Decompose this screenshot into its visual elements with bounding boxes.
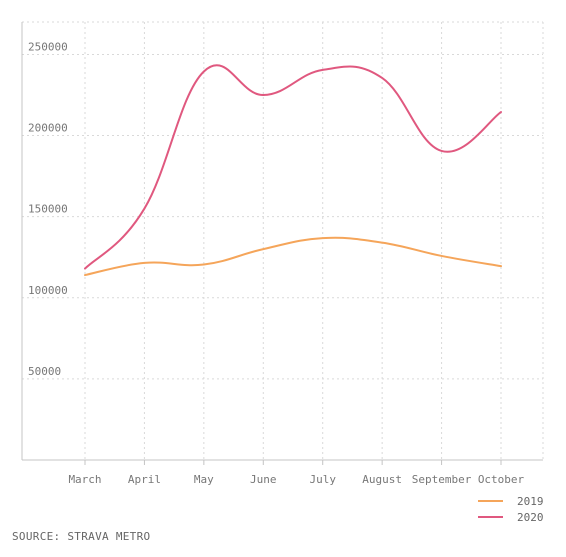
data-point-2019 (322, 237, 324, 239)
data-point-2019 (262, 248, 264, 250)
x-tick-label: March (68, 473, 101, 486)
legend-label-2020: 2020 (517, 511, 544, 524)
series-line-2019 (84, 236, 502, 277)
y-tick-label: 50000 (28, 365, 61, 378)
axis-layer: 50000 100000 150000 200000 250000 March April M… (21, 22, 543, 486)
data-point-2020 (143, 208, 145, 210)
grid-layer (22, 21, 544, 460)
data-point-2019 (84, 274, 86, 276)
x-tick-label: April (128, 473, 161, 486)
x-tick-label: June (250, 473, 277, 486)
data-point-2020 (381, 77, 383, 79)
data-point-2019 (143, 262, 145, 264)
data-point-2020 (203, 70, 205, 72)
x-tick-label: May (194, 473, 214, 486)
data-point-2020 (441, 150, 443, 152)
data-point-2020 (322, 69, 324, 71)
x-tick-label: October (478, 473, 525, 486)
data-point-2019 (381, 242, 383, 244)
legend: 2019 2020 (478, 495, 544, 524)
data-point-2020 (84, 268, 86, 270)
x-tick-label: August (362, 473, 402, 486)
series-line-2020 (84, 64, 502, 270)
x-tick-label: September (412, 473, 472, 486)
y-tick-label: 150000 (28, 203, 68, 216)
data-point-2020 (262, 94, 264, 96)
data-point-2019 (203, 264, 205, 266)
y-tick-label: 200000 (28, 122, 68, 135)
legend-label-2019: 2019 (517, 495, 544, 508)
data-point-2019 (441, 255, 443, 257)
series-layer (84, 64, 502, 277)
data-point-2020 (500, 111, 502, 113)
source-note: SOURCE: STRAVA METRO (12, 530, 150, 543)
y-tick-label: 100000 (28, 284, 68, 297)
y-tick-label: 250000 (28, 40, 68, 53)
x-tick-label: July (309, 473, 336, 486)
data-point-2019 (500, 265, 502, 267)
